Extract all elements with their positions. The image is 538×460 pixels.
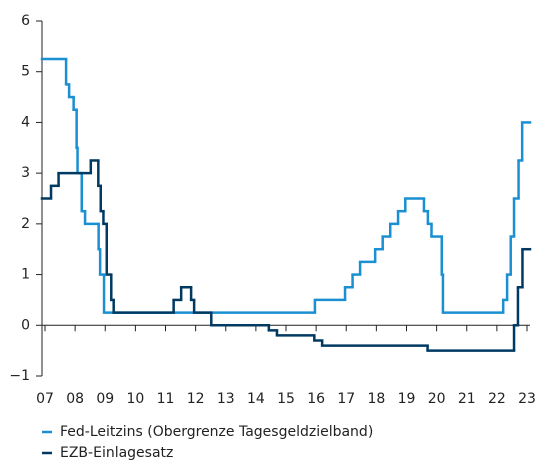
x-tick-label: 12 (187, 391, 205, 407)
x-tick-label: 14 (247, 391, 265, 407)
y-tick-label: 4 (21, 114, 30, 130)
y-tick-label: −1 (9, 368, 30, 384)
x-tick-label: 11 (157, 391, 175, 407)
y-tick-label: 5 (21, 64, 30, 80)
x-tick-label: 17 (337, 391, 355, 407)
x-tick-label: 22 (488, 391, 506, 407)
x-tick-label: 19 (398, 391, 416, 407)
x-tick-label: 18 (367, 391, 385, 407)
x-tick-label: 23 (518, 391, 536, 407)
y-tick-label: 6 (21, 13, 30, 29)
x-tick-label: 09 (96, 391, 114, 407)
legend-label: EZB-Einlagesatz (60, 445, 173, 460)
x-tick-label: 07 (36, 391, 54, 407)
y-tick-label: 0 (21, 317, 30, 333)
legend-label: Fed-Leitzins (Obergrenze Tagesgeldzielba… (60, 424, 373, 440)
x-tick-label: 16 (307, 391, 325, 407)
x-tick-label: 08 (66, 391, 84, 407)
x-tick-label: 13 (217, 391, 235, 407)
x-tick-label: 15 (277, 391, 295, 407)
x-tick-label: 21 (458, 391, 476, 407)
y-tick-label: 1 (21, 267, 30, 283)
x-tick-label: 20 (428, 391, 446, 407)
x-tick-label: 10 (126, 391, 144, 407)
y-tick-label: 3 (21, 165, 30, 181)
y-tick-label: 2 (21, 216, 30, 232)
